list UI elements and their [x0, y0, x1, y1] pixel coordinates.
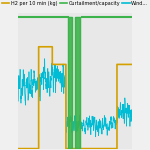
- Legend: H2 per 10 min (kg), Curtailment/capacity, Wind...: H2 per 10 min (kg), Curtailment/capacity…: [0, 0, 150, 8]
- Polygon shape: [68, 17, 72, 149]
- Polygon shape: [75, 17, 80, 149]
